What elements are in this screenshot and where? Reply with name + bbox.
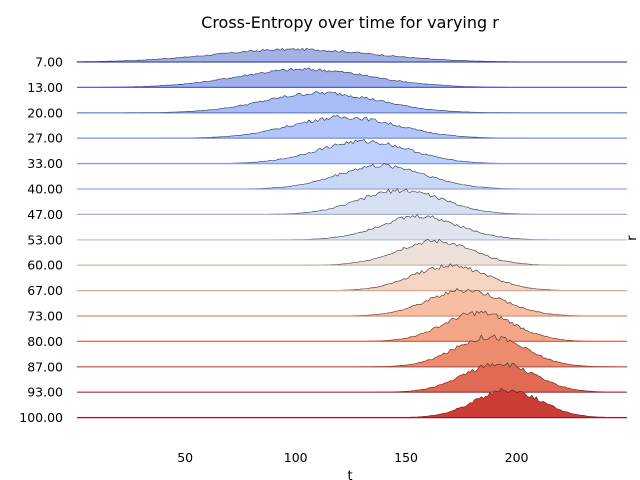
ridge-area-40.00 xyxy=(77,163,627,190)
y-tick-label: 27.00 xyxy=(27,131,63,146)
y-tick-label: 67.00 xyxy=(27,283,63,298)
ridge-area-13.00 xyxy=(76,67,627,88)
y-tick-label: 53.00 xyxy=(27,232,63,247)
x-tick-label: 200 xyxy=(505,450,529,465)
x-tick-label: 50 xyxy=(177,450,193,465)
y-tick-label: 87.00 xyxy=(27,359,63,374)
ridge-area-33.00 xyxy=(77,139,627,164)
y-tick-label: 73.00 xyxy=(27,309,63,324)
y-tick-label: 47.00 xyxy=(27,207,63,222)
ridge-area-53.00 xyxy=(77,213,627,241)
x-ticks: 50 100 150 200 xyxy=(177,450,528,465)
x-tick-label: 150 xyxy=(394,450,418,465)
y-tick-label: 80.00 xyxy=(27,334,63,349)
ridge-area-47.00 xyxy=(77,187,627,215)
y-tick-label: 40.00 xyxy=(27,182,63,197)
chart-title: Cross-Entropy over time for varying r xyxy=(201,13,499,32)
y-axis-label: r xyxy=(625,235,640,241)
x-tick-label: 100 xyxy=(284,450,308,465)
ridge-area-73.00 xyxy=(77,288,627,317)
ridges-group: 7.00 13.00 20.00 27.00 33.00 40.00 47.00 53.00 6… xyxy=(19,47,628,425)
ridge-area-20.00 xyxy=(77,91,627,114)
y-tick-label: 100.00 xyxy=(19,410,63,425)
ridge-area-27.00 xyxy=(77,115,627,139)
y-tick-label: 13.00 xyxy=(27,80,63,95)
ridge-area-67.00 xyxy=(77,263,627,291)
ridge-area-7.00 xyxy=(76,47,627,63)
x-axis-label: t xyxy=(347,469,352,480)
y-tick-label: 7.00 xyxy=(35,55,63,70)
y-tick-label: 33.00 xyxy=(27,156,63,171)
ridge-area-60.00 xyxy=(77,238,627,266)
y-tick-label: 93.00 xyxy=(27,385,63,400)
y-tick-label: 20.00 xyxy=(27,105,63,120)
y-tick-label: 60.00 xyxy=(27,258,63,273)
